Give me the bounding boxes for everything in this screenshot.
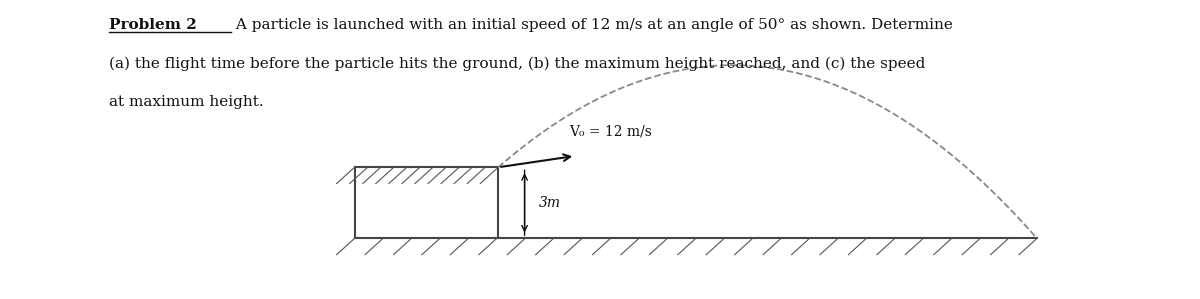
Text: A particle is launched with an initial speed of 12 m/s at an angle of 50° as sho: A particle is launched with an initial s… <box>232 18 953 32</box>
Text: at maximum height.: at maximum height. <box>109 95 264 109</box>
Text: V₀ = 12 m/s: V₀ = 12 m/s <box>569 124 652 138</box>
Text: (a) the flight time before the particle hits the ground, (b) the maximum height : (a) the flight time before the particle … <box>109 56 925 71</box>
Text: Problem 2: Problem 2 <box>109 18 197 32</box>
Text: 3m: 3m <box>539 196 560 210</box>
